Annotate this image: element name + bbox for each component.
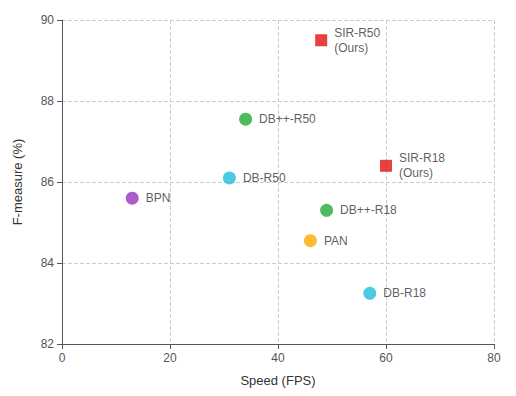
- svg-text:90: 90: [41, 13, 55, 27]
- svg-text:PAN: PAN: [324, 234, 348, 248]
- svg-text:88: 88: [41, 94, 55, 108]
- svg-text:Speed (FPS): Speed (FPS): [240, 373, 315, 388]
- svg-text:80: 80: [487, 351, 501, 365]
- svg-text:(Ours): (Ours): [399, 166, 433, 180]
- svg-text:DB-R50: DB-R50: [243, 171, 286, 185]
- svg-text:82: 82: [41, 337, 55, 351]
- svg-text:86: 86: [41, 175, 55, 189]
- svg-text:60: 60: [379, 351, 393, 365]
- svg-text:SIR-R50: SIR-R50: [334, 26, 380, 40]
- svg-text:SIR-R18: SIR-R18: [399, 151, 445, 165]
- svg-text:20: 20: [163, 351, 177, 365]
- svg-text:40: 40: [271, 351, 285, 365]
- svg-text:BPN: BPN: [146, 191, 171, 205]
- svg-text:DB++-R50: DB++-R50: [259, 112, 316, 126]
- svg-text:(Ours): (Ours): [334, 41, 368, 55]
- svg-text:DB-R18: DB-R18: [383, 286, 426, 300]
- svg-text:84: 84: [41, 256, 55, 270]
- svg-text:F-measure (%): F-measure (%): [10, 139, 25, 226]
- svg-text:0: 0: [59, 351, 66, 365]
- svg-text:DB++-R18: DB++-R18: [340, 203, 397, 217]
